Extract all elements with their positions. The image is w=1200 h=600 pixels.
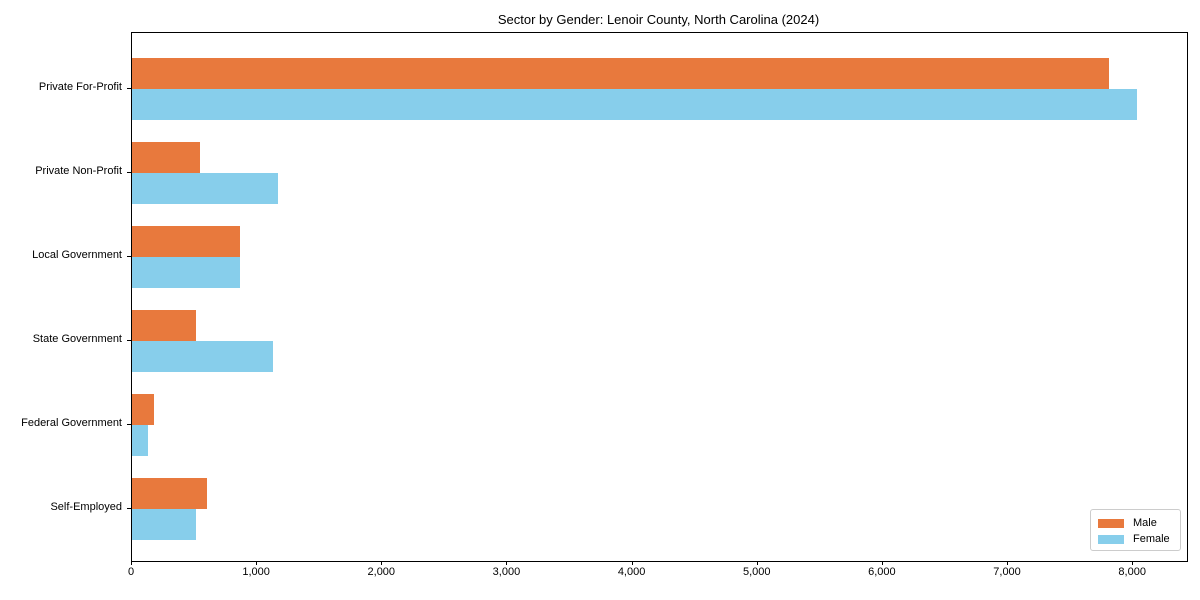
x-tick-mark (381, 561, 383, 565)
bar-female-4 (132, 341, 274, 372)
x-tick-mark (631, 561, 633, 565)
chart-title: Sector by Gender: Lenoir County, North C… (497, 12, 820, 27)
y-tick-mark (127, 340, 131, 341)
x-tick-mark (256, 561, 258, 565)
category-label: Private For-Profit (38, 81, 122, 93)
x-tick-label: 2,000 (367, 566, 396, 578)
legend-item-female: Female (1098, 531, 1173, 547)
legend: Male Female (1090, 509, 1181, 551)
bar-male-2 (132, 142, 201, 173)
bar-female-3 (132, 257, 240, 288)
category-label: Federal Government (21, 417, 122, 429)
category-label: Self-Employed (50, 501, 122, 513)
x-tick-mark (881, 561, 883, 565)
y-tick-mark (127, 508, 131, 509)
y-tick-mark (127, 256, 131, 257)
y-tick-mark (127, 88, 131, 89)
x-tick-mark (131, 561, 132, 565)
x-tick-label: 0 (127, 566, 135, 578)
legend-label: Male (1133, 517, 1157, 529)
y-tick-mark (127, 424, 131, 425)
x-tick-label: 5,000 (742, 566, 771, 578)
bar-female-6 (132, 509, 197, 540)
category-label: Local Government (32, 249, 122, 261)
bar-female-5 (132, 425, 149, 456)
category-label: State Government (32, 333, 122, 345)
x-tick-mark (1132, 561, 1134, 565)
x-tick-label: 6,000 (868, 566, 896, 578)
x-tick-label: 1,000 (242, 566, 270, 578)
y-tick-mark (127, 172, 131, 173)
legend-item-male: Male (1098, 515, 1173, 531)
bar-male-6 (132, 478, 208, 509)
bar-female-1 (132, 89, 1137, 120)
x-tick-label: 8,000 (1118, 566, 1146, 578)
legend-label: Female (1133, 533, 1170, 545)
x-tick-mark (506, 561, 508, 565)
legend-swatch-male (1098, 518, 1124, 528)
bar-male-4 (132, 310, 196, 341)
x-tick-label: 3,000 (492, 566, 521, 578)
x-tick-label: 4,000 (617, 566, 646, 578)
legend-swatch-female (1098, 534, 1124, 544)
plot-area (131, 32, 1188, 562)
x-tick-mark (756, 561, 758, 565)
bar-male-3 (132, 226, 241, 257)
bar-male-1 (132, 58, 1110, 89)
x-tick-label: 7,000 (993, 566, 1021, 578)
bar-male-5 (132, 394, 155, 425)
x-tick-mark (1007, 561, 1009, 565)
bar-female-2 (132, 173, 278, 204)
category-label: Private Non-Profit (35, 165, 122, 177)
